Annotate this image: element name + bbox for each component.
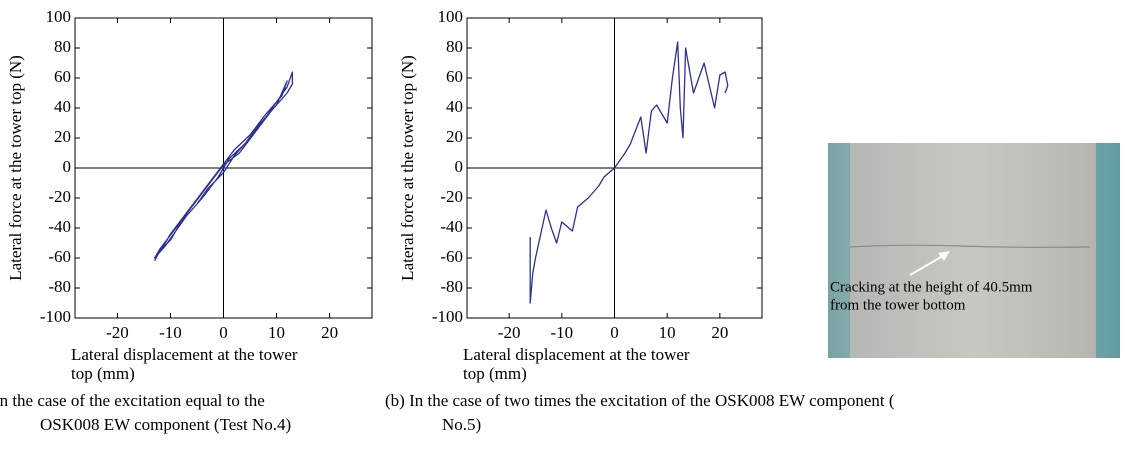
x-tick-label: -10 [159, 323, 182, 342]
data-line [529, 41, 729, 304]
y-axis-label: Lateral force at the tower top (N) [398, 55, 417, 281]
y-tick-label: -80 [440, 277, 463, 296]
y-tick-label: 40 [54, 97, 71, 116]
y-tick-label: -20 [440, 187, 463, 206]
y-tick-label: 80 [54, 37, 71, 56]
x-tick-label: -20 [498, 323, 521, 342]
y-tick-label: -60 [48, 247, 71, 266]
arrow-head [938, 251, 950, 261]
y-tick-label: -20 [48, 187, 71, 206]
y-tick-label: 60 [446, 67, 463, 86]
caption: OSK008 EW component (Test No.4) [40, 415, 291, 434]
y-tick-label: 80 [446, 37, 463, 56]
x-axis-label: top (mm) [71, 364, 135, 383]
photo-annotation: from the tower bottom [830, 297, 966, 313]
y-tick-label: 40 [446, 97, 463, 116]
x-tick-label: 0 [219, 323, 228, 342]
y-tick-label: 20 [54, 127, 71, 146]
x-tick-label: 20 [321, 323, 338, 342]
y-axis-label: Lateral force at the tower top (N) [6, 55, 25, 281]
x-tick-label: -10 [550, 323, 573, 342]
x-tick-label: 10 [659, 323, 676, 342]
data-line [153, 71, 294, 262]
y-tick-label: -40 [440, 217, 463, 236]
y-tick-label: 20 [446, 127, 463, 146]
y-tick-label: 100 [438, 7, 464, 26]
photo-edge [828, 143, 850, 358]
photo: Cracking at the height of 40.5mm from th… [828, 143, 1120, 358]
photo-edge [1096, 143, 1120, 358]
x-tick-label: 10 [268, 323, 285, 342]
y-tick-label: 100 [46, 7, 72, 26]
x-axis-label: Lateral displacement at the tower [71, 345, 298, 364]
x-tick-label: -20 [106, 323, 129, 342]
photo-annotation: Cracking at the height of 40.5mm [830, 279, 1033, 295]
x-axis-label: top (mm) [463, 364, 527, 383]
y-tick-label: 0 [63, 157, 72, 176]
x-axis-label: Lateral displacement at the tower [463, 345, 690, 364]
photo-background [828, 143, 1120, 358]
y-tick-label: 60 [54, 67, 71, 86]
y-tick-label: 0 [455, 157, 464, 176]
x-tick-label: 20 [711, 323, 728, 342]
caption: ) In the case of the excitation equal to… [0, 391, 265, 410]
caption: No.5) [442, 415, 481, 434]
y-tick-label: -60 [440, 247, 463, 266]
y-tick-label: -40 [48, 217, 71, 236]
y-tick-label: -100 [432, 307, 463, 326]
y-tick-label: -100 [40, 307, 71, 326]
crack [849, 244, 1091, 248]
y-tick-label: -80 [48, 277, 71, 296]
x-tick-label: 0 [610, 323, 619, 342]
caption: (b) In the case of two times the excitat… [385, 391, 895, 410]
